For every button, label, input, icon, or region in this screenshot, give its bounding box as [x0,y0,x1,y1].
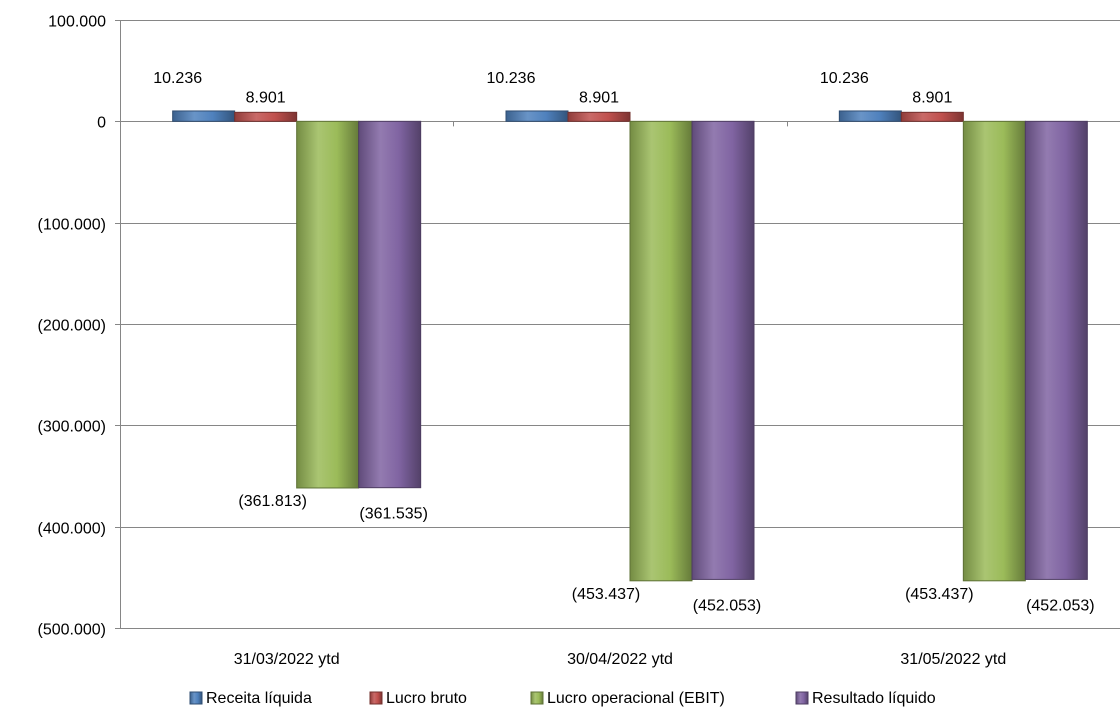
x-tick-label: 30/04/2022 ytd [567,651,673,668]
x-tick-label: 31/03/2022 ytd [234,651,340,668]
data-label: 10.236 [820,70,869,87]
data-label: (361.535) [359,506,428,523]
y-tick-label: 100.000 [48,14,106,31]
bar [838,110,902,122]
data-label: (453.437) [905,586,974,603]
bar [962,120,1026,582]
legend-swatch [795,691,809,705]
bar [900,111,964,122]
bar [629,120,693,582]
y-tick-label: (100.000) [38,217,107,234]
bar [1024,120,1088,580]
bar [691,120,755,580]
legend-swatch [189,691,203,705]
legend-swatch [369,691,383,705]
data-label: (361.813) [238,493,307,510]
legend-label: Resultado líquido [812,690,936,707]
y-tick-label: (300.000) [38,419,107,436]
legend-label: Receita líquida [206,690,312,707]
legend: Receita líquida Lucro bruto Lucro operacio… [189,690,936,707]
x-axis: 31/03/2022 ytd 30/04/2022 ytd 31/05/2022 y… [234,121,1006,668]
bar [567,111,631,122]
y-tick-label: 0 [97,115,106,132]
data-label: 8.901 [912,89,952,106]
x-tick-label: 31/05/2022 ytd [900,651,1006,668]
bar [505,110,569,122]
legend-swatch [530,691,544,705]
y-tick-label: (400.000) [38,521,107,538]
data-label: 10.236 [153,70,202,87]
y-tick-label: (200.000) [38,318,107,335]
legend-label: Lucro operacional (EBIT) [547,690,725,707]
bar [296,120,360,489]
bar [234,111,298,122]
legend-label: Lucro bruto [386,690,467,707]
data-label: 10.236 [487,70,536,87]
data-labels: 10.236 8.901 (361.813) (361.535) 10.236 8.901… [153,70,1094,614]
bar [358,120,422,489]
bars [172,110,1088,582]
data-label: (453.437) [572,586,641,603]
y-tick-label: (500.000) [38,622,107,639]
bar [172,110,236,122]
data-label: (452.053) [1026,597,1095,614]
y-axis: 100.000 0 (100.000) (200.000) (300.000) (400.… [38,14,121,639]
data-label: 8.901 [579,89,619,106]
data-label: (452.053) [693,597,762,614]
data-label: 8.901 [246,89,286,106]
